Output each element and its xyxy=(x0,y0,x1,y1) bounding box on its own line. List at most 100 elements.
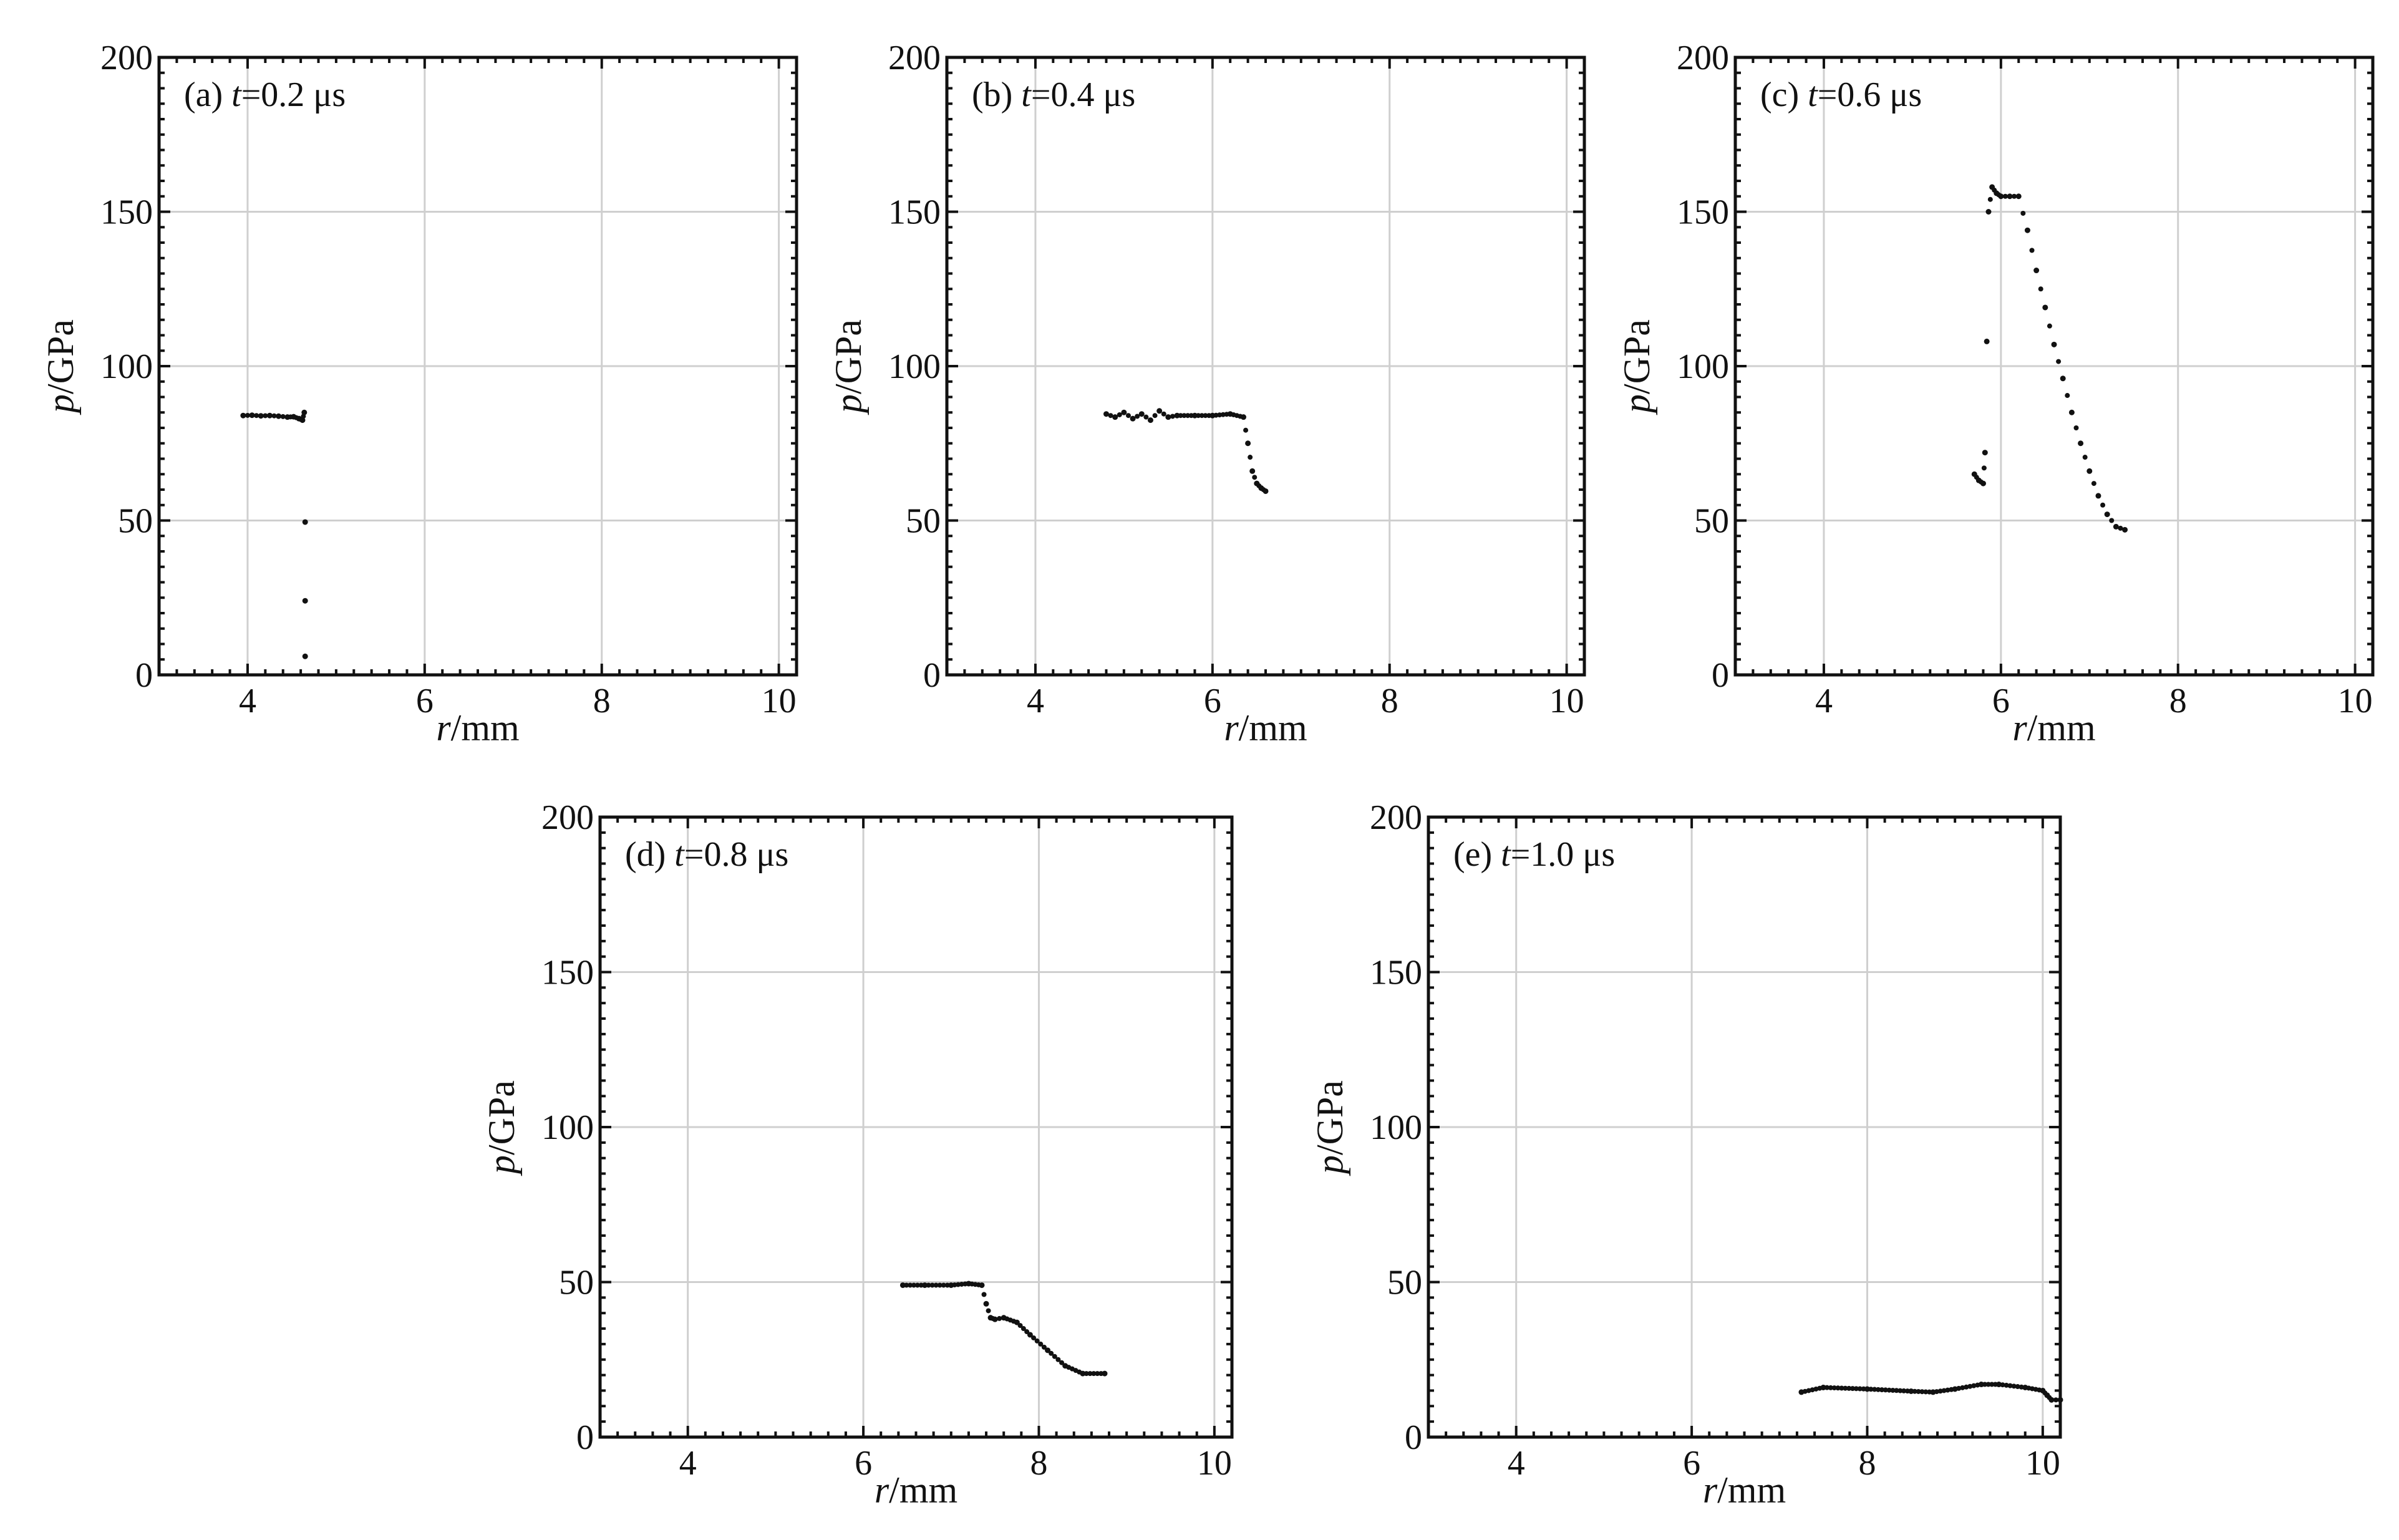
data-point xyxy=(1243,427,1249,433)
data-point xyxy=(983,1300,989,1307)
data-point xyxy=(2122,526,2128,533)
data-point xyxy=(1857,1386,1863,1392)
data-point xyxy=(937,1282,943,1288)
data-point xyxy=(258,413,264,419)
y-tick-label: 50 xyxy=(559,1264,594,1302)
x-axis-label: r/mm xyxy=(1703,1470,1786,1511)
data-point xyxy=(1020,1326,1026,1332)
data-point xyxy=(1901,1388,1907,1393)
data-point xyxy=(1967,1383,1973,1389)
data-point xyxy=(2065,393,2070,399)
data-point xyxy=(240,412,246,419)
data-point xyxy=(2056,359,2062,364)
data-point xyxy=(263,413,268,419)
x-tick-label: 8 xyxy=(1858,1444,1876,1483)
data-point xyxy=(986,1308,991,1314)
data-point xyxy=(1981,465,1987,471)
data-point xyxy=(1135,414,1140,419)
y-tick-label: 0 xyxy=(923,656,941,695)
y-axis-label: p/GPa xyxy=(481,1080,522,1176)
data-point xyxy=(1125,413,1131,419)
data-point xyxy=(1147,417,1153,424)
data-point xyxy=(1912,1388,1917,1394)
data-point xyxy=(926,1282,931,1288)
data-point xyxy=(1130,415,1136,422)
data-point xyxy=(302,519,308,525)
data-point xyxy=(1839,1385,1844,1391)
data-point xyxy=(1934,1389,1939,1395)
data-point xyxy=(1998,193,2004,200)
panel-label: (c) t=0.6 μs xyxy=(1760,75,1922,114)
data-point xyxy=(1143,414,1149,420)
data-point xyxy=(1080,1370,1086,1377)
data-point xyxy=(2053,1397,2058,1403)
data-point xyxy=(1897,1388,1903,1393)
y-tick-label: 200 xyxy=(888,39,941,77)
data-point xyxy=(2086,468,2093,474)
data-point xyxy=(1087,1371,1093,1377)
data-point xyxy=(266,412,273,419)
data-point xyxy=(245,412,250,418)
data-point xyxy=(1041,1344,1047,1350)
x-tick-label: 4 xyxy=(1508,1444,1525,1483)
data-point xyxy=(1121,409,1127,415)
data-point xyxy=(1083,1371,1089,1377)
data-point xyxy=(1971,1383,1977,1388)
data-point xyxy=(2004,1382,2009,1388)
data-point xyxy=(997,1315,1002,1321)
data-point xyxy=(2091,481,2096,487)
y-tick-label: 100 xyxy=(1370,1108,1422,1147)
data-point xyxy=(1964,1384,1969,1390)
data-point xyxy=(1108,413,1113,419)
x-tick-label: 8 xyxy=(1030,1444,1047,1483)
data-point xyxy=(1864,1386,1870,1392)
y-tick-label: 0 xyxy=(1405,1418,1422,1457)
data-point xyxy=(2038,286,2043,292)
data-point xyxy=(301,409,308,415)
data-point xyxy=(2060,375,2066,382)
data-point xyxy=(1045,1347,1051,1354)
y-tick-label: 150 xyxy=(100,193,153,232)
data-point xyxy=(2007,1383,2013,1388)
x-tick-label: 10 xyxy=(2025,1444,2060,1483)
data-point xyxy=(1196,413,1201,419)
x-tick-label: 6 xyxy=(1992,682,2010,720)
y-tick-label: 50 xyxy=(1694,502,1729,541)
data-point xyxy=(1828,1385,1833,1390)
x-tick-label: 4 xyxy=(239,682,256,720)
data-point xyxy=(1112,414,1118,420)
data-point xyxy=(276,413,282,419)
data-point xyxy=(1091,1371,1097,1377)
y-tick-label: 100 xyxy=(888,347,941,386)
y-tick-label: 100 xyxy=(100,347,153,386)
x-tick-label: 8 xyxy=(1381,682,1398,720)
data-point xyxy=(1982,1382,1988,1387)
data-point xyxy=(1248,455,1253,460)
x-tick-label: 4 xyxy=(679,1444,697,1483)
data-point xyxy=(1987,196,1993,202)
data-point xyxy=(2100,502,2106,508)
x-tick-label: 10 xyxy=(2338,682,2373,720)
data-point xyxy=(1872,1387,1878,1392)
x-tick-label: 8 xyxy=(593,682,611,720)
data-point xyxy=(929,1282,935,1288)
data-point xyxy=(1980,480,1986,487)
y-tick-label: 0 xyxy=(1712,656,1729,695)
data-point xyxy=(1985,209,1992,215)
data-point xyxy=(2042,304,2048,311)
y-tick-label: 100 xyxy=(541,1108,594,1147)
data-point xyxy=(1941,1388,1947,1393)
data-point xyxy=(1894,1388,1899,1393)
data-point xyxy=(1138,411,1145,417)
y-tick-label: 150 xyxy=(1677,193,1729,232)
y-axis-label: p/GPa xyxy=(1309,1080,1350,1176)
x-axis-label: r/mm xyxy=(875,1470,957,1511)
data-point xyxy=(1820,1384,1826,1390)
data-point xyxy=(1245,440,1251,447)
data-point xyxy=(1876,1387,1881,1392)
data-point xyxy=(1843,1385,1848,1391)
y-tick-label: 200 xyxy=(100,39,153,77)
plot-frame xyxy=(1427,815,2062,1439)
